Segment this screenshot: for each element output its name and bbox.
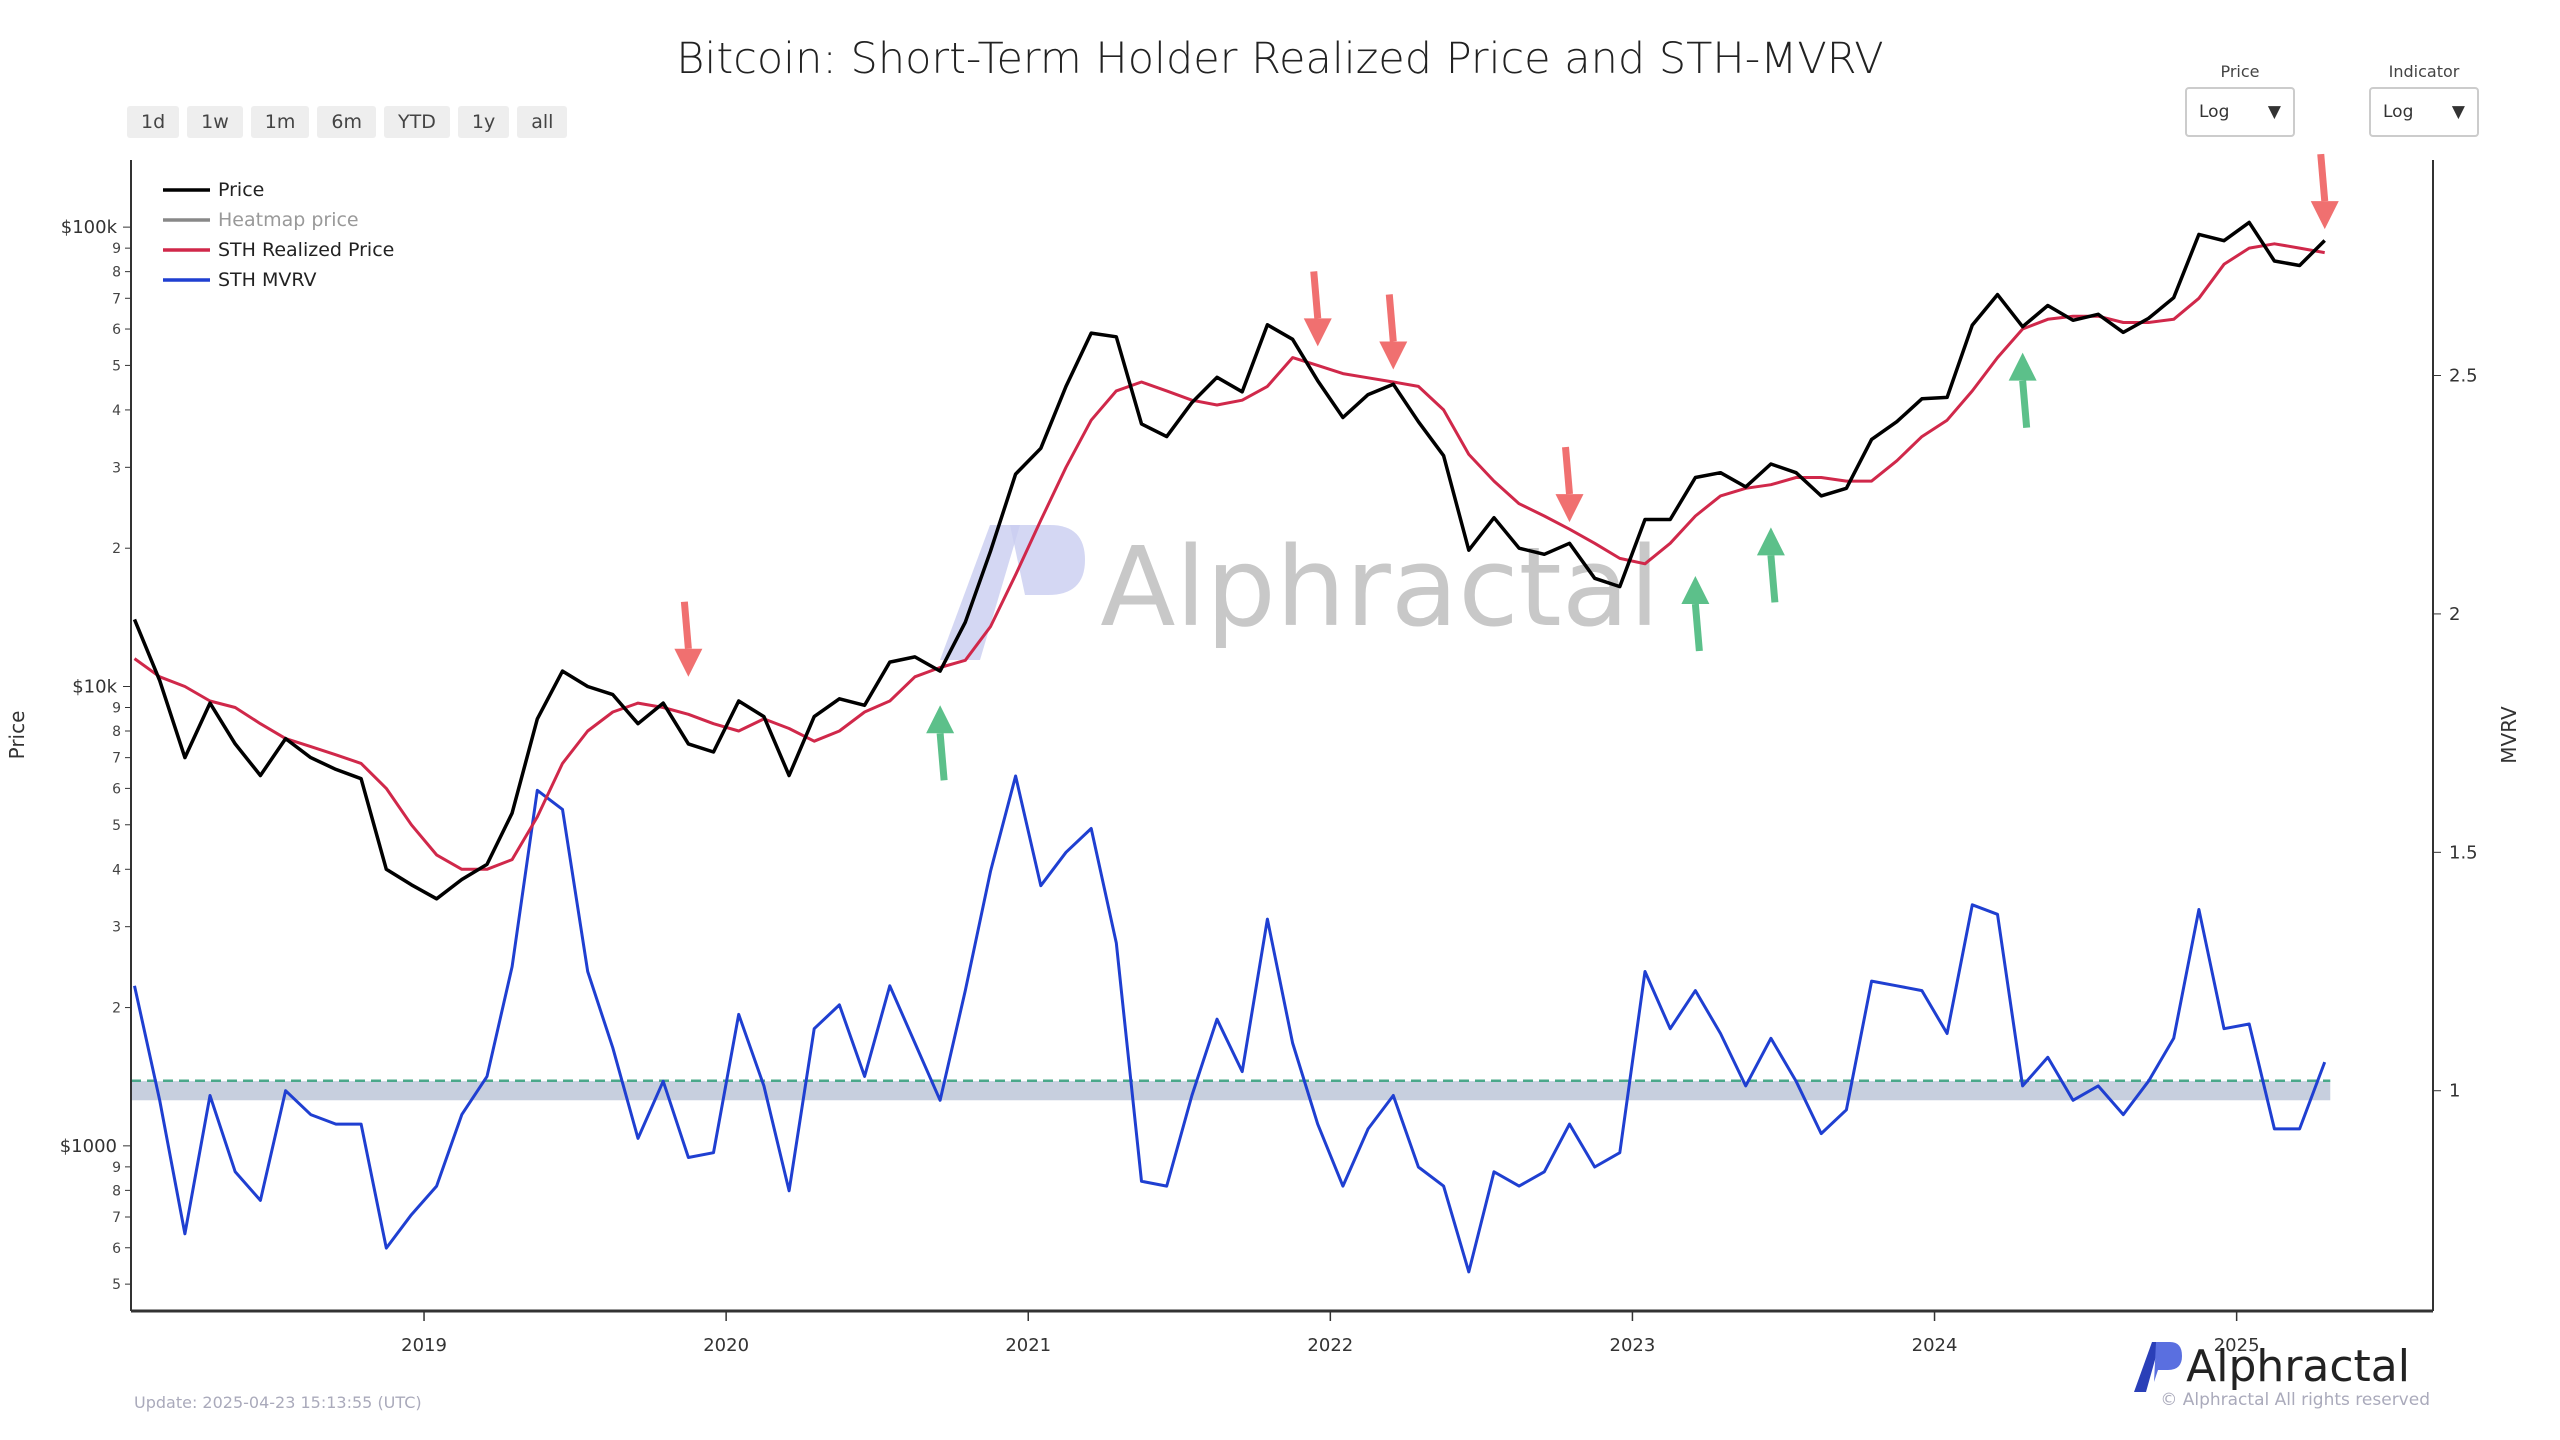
- y-minor-tick-label: 7: [112, 751, 121, 767]
- legend-sth-mvrv-label: STH MVRV: [218, 269, 317, 291]
- x-tick-label: 2022: [1307, 1335, 1353, 1356]
- y-minor-tick-label: 5: [112, 1277, 121, 1293]
- sell-arrow-shaft: [1385, 294, 1397, 342]
- range-all-button[interactable]: all: [517, 106, 568, 138]
- caret-down-icon: ▼: [2267, 102, 2281, 122]
- x-tick-label: 2021: [1005, 1335, 1051, 1356]
- indicator-scale-selector: Indicator Log ▼: [2369, 62, 2479, 137]
- price-scale-value: Log: [2199, 102, 2230, 122]
- watermark-text: Alphractal: [1100, 523, 1660, 651]
- y-minor-tick-label: 9: [112, 701, 121, 717]
- buy-arrow-shaft: [936, 733, 948, 781]
- mvrv-reference-band: [131, 1081, 2331, 1101]
- y-minor-tick-label: 2: [112, 541, 121, 557]
- y-minor-tick-label: 8: [112, 724, 121, 740]
- watermark-logo-icon: [1010, 525, 1085, 595]
- sth-realized-price-line: [133, 242, 2325, 871]
- buy-arrow-shaft: [2019, 380, 2031, 428]
- buy-arrow-shaft: [1767, 555, 1779, 603]
- sth-mvrv-line: [133, 774, 2327, 1274]
- y-minor-tick-label: 7: [112, 1210, 121, 1226]
- update-timestamp: Update: 2025-04-23 15:13:55 (UTC): [134, 1393, 422, 1412]
- x-tick-label: 2019: [401, 1335, 447, 1356]
- indicator-scale-value: Log: [2383, 102, 2414, 122]
- range-1w-button[interactable]: 1w: [187, 106, 243, 138]
- sell-arrow-icon: [1303, 318, 1332, 347]
- y2-axis-title: MVRV: [2497, 706, 2521, 764]
- y-minor-tick-label: 4: [112, 862, 121, 878]
- y-minor-tick-label: 6: [112, 322, 121, 338]
- sell-arrow-icon: [1555, 494, 1584, 523]
- y-minor-tick-label: 8: [112, 1183, 121, 1199]
- y-minor-tick-label: 4: [112, 403, 121, 419]
- y-minor-tick-label: 9: [112, 241, 121, 257]
- indicator-scale-dropdown[interactable]: Log ▼: [2369, 87, 2479, 137]
- y2-tick-label: 1.5: [2449, 842, 2478, 863]
- sell-arrow-shaft: [680, 601, 692, 650]
- price-scale-selector: Price Log ▼: [2185, 62, 2295, 137]
- sell-arrow-icon: [674, 648, 703, 677]
- y-tick-label: $100k: [61, 217, 118, 238]
- legend-price-label: Price: [218, 179, 264, 201]
- y2-tick-label: 2: [2449, 604, 2460, 625]
- y-minor-tick-label: 3: [112, 460, 121, 476]
- range-1d-button[interactable]: 1d: [127, 106, 180, 138]
- buy-arrow-icon: [926, 705, 955, 734]
- y2-tick-label: 2.5: [2449, 366, 2478, 387]
- range-6m-button[interactable]: 6m: [317, 106, 377, 138]
- alphractal-logo-icon: [2134, 1342, 2183, 1392]
- brand-name: Alphractal: [2186, 1340, 2410, 1392]
- range-1y-button[interactable]: 1y: [457, 106, 510, 138]
- watermark-logo-icon: [940, 525, 1020, 660]
- sell-arrow-icon: [1379, 341, 1408, 370]
- price-scale-dropdown[interactable]: Log ▼: [2185, 87, 2295, 137]
- y-minor-tick-label: 6: [112, 1241, 121, 1257]
- y-minor-tick-label: 8: [112, 265, 121, 281]
- y-minor-tick-label: 3: [112, 920, 121, 936]
- buy-arrow-shaft: [1691, 603, 1703, 652]
- y-tick-label: $1000: [60, 1136, 117, 1157]
- x-tick-label: 2025: [2214, 1335, 2260, 1356]
- sell-arrow-shaft: [1310, 271, 1322, 319]
- range-selector: 1d 1w 1m 6m YTD 1y all: [127, 106, 568, 138]
- price-line: [132, 220, 2326, 901]
- sell-arrow-shaft: [1562, 446, 1573, 495]
- y-minor-tick-label: 5: [112, 818, 121, 834]
- buy-arrow-icon: [1681, 575, 1710, 604]
- legend-sth-realized-price-label: STH Realized Price: [218, 239, 394, 261]
- range-ytd-button[interactable]: YTD: [384, 106, 450, 138]
- y-minor-tick-label: 2: [112, 1001, 121, 1017]
- x-tick-label: 2024: [1912, 1335, 1958, 1356]
- price-scale-label: Price: [2220, 62, 2260, 81]
- y-minor-tick-label: 7: [112, 291, 121, 307]
- buy-arrow-icon: [2008, 352, 2037, 381]
- sell-arrow-icon: [2310, 201, 2339, 230]
- y-minor-tick-label: 6: [112, 781, 121, 797]
- range-1m-button[interactable]: 1m: [250, 106, 310, 138]
- brand-logo: Alphractal: [2130, 1338, 2410, 1394]
- legend-heatmap-price-label: Heatmap price: [218, 209, 359, 231]
- sell-arrow-shaft: [2317, 153, 2329, 202]
- y-minor-tick-label: 5: [112, 358, 121, 374]
- copyright: © Alphractal All rights reserved: [2160, 1390, 2430, 1410]
- y-axis-title: Price: [5, 711, 29, 760]
- x-tick-label: 2020: [703, 1335, 749, 1356]
- chart-title: Bitcoin: Short-Term Holder Realized Pric…: [676, 34, 1884, 84]
- caret-down-icon: ▼: [2451, 102, 2465, 122]
- buy-arrow-icon: [1756, 527, 1785, 556]
- y2-tick-label: 1: [2449, 1081, 2460, 1102]
- x-tick-label: 2023: [1610, 1335, 1656, 1356]
- indicator-scale-label: Indicator: [2388, 62, 2460, 81]
- y-tick-label: $10k: [72, 676, 117, 697]
- y-minor-tick-label: 9: [112, 1160, 121, 1176]
